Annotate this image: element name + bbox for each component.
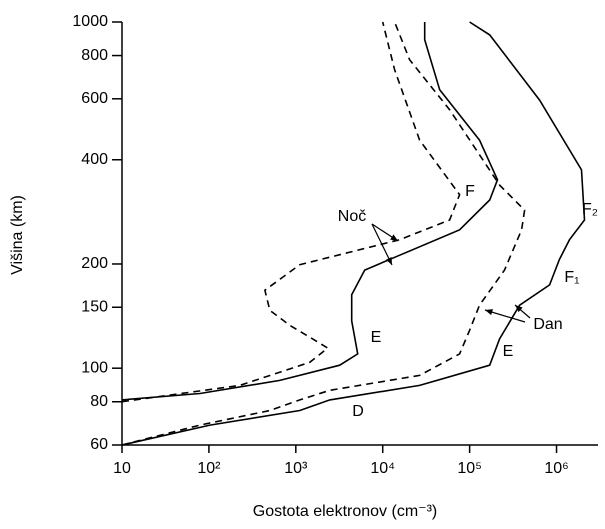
y-tick-label: 80 <box>90 393 108 410</box>
line-series <box>121 21 586 446</box>
arrow-head <box>390 234 398 241</box>
annotation: Dan <box>533 316 562 333</box>
line-series <box>121 22 499 401</box>
y-tick-label: 100 <box>81 359 108 376</box>
line-series <box>121 21 461 403</box>
y-tick-label: 400 <box>81 151 108 168</box>
annotation: D <box>352 403 364 420</box>
annotation: F <box>465 183 475 200</box>
y-tick-label: 1000 <box>72 13 108 30</box>
x-tick-label: 10⁴ <box>370 460 395 477</box>
x-tick-label: 10² <box>197 460 221 477</box>
annotation: E <box>371 329 382 346</box>
arrow <box>371 223 393 266</box>
annotation: E <box>503 343 514 360</box>
x-axis-label: Gostota elektronov (cm⁻³) <box>253 503 438 520</box>
y-tick-label: 600 <box>81 90 108 107</box>
annotation: F₂ <box>582 201 598 218</box>
y-tick-label: 800 <box>81 47 108 64</box>
annotation: F₁ <box>564 269 579 286</box>
x-tick-label: 10⁵ <box>457 460 481 477</box>
line-series <box>121 21 526 446</box>
arrow-head <box>485 309 493 316</box>
y-tick-label: 150 <box>81 298 108 315</box>
arrow-head <box>385 257 392 265</box>
y-axis-label: Višina (km) <box>9 195 26 275</box>
x-tick-label: 10⁶ <box>544 460 568 477</box>
arrow-head <box>515 305 523 313</box>
y-tick-label: 200 <box>81 255 108 272</box>
y-tick-label: 60 <box>90 436 108 453</box>
x-tick-label: 10³ <box>284 460 308 477</box>
annotation: Noč <box>338 208 366 225</box>
x-tick-label: 10 <box>113 460 131 477</box>
